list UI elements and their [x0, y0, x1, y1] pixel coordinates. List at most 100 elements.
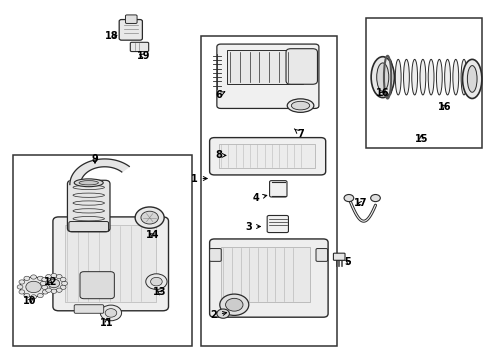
Ellipse shape — [376, 63, 388, 91]
Text: 4: 4 — [252, 193, 266, 203]
Circle shape — [26, 281, 41, 293]
Circle shape — [37, 276, 43, 281]
Text: 7: 7 — [294, 129, 303, 139]
FancyBboxPatch shape — [53, 217, 168, 311]
FancyBboxPatch shape — [333, 253, 344, 260]
Circle shape — [20, 277, 47, 297]
Circle shape — [48, 279, 60, 288]
Ellipse shape — [444, 59, 450, 95]
Text: 13: 13 — [152, 287, 166, 297]
Bar — [365, 19, 481, 148]
Circle shape — [60, 277, 66, 282]
FancyBboxPatch shape — [286, 49, 317, 84]
FancyBboxPatch shape — [269, 181, 287, 197]
Circle shape — [30, 275, 36, 279]
Circle shape — [24, 276, 30, 281]
Text: 16: 16 — [375, 88, 389, 98]
Circle shape — [219, 294, 248, 316]
Ellipse shape — [394, 59, 400, 95]
Text: 19: 19 — [136, 51, 150, 61]
Ellipse shape — [74, 179, 103, 187]
Ellipse shape — [462, 59, 481, 99]
Circle shape — [30, 295, 36, 299]
Circle shape — [37, 293, 43, 298]
Circle shape — [42, 277, 47, 282]
Circle shape — [19, 290, 25, 294]
Circle shape — [51, 289, 57, 293]
Circle shape — [216, 309, 229, 318]
Circle shape — [370, 195, 379, 202]
Ellipse shape — [287, 99, 313, 112]
Circle shape — [151, 277, 162, 286]
FancyBboxPatch shape — [119, 20, 142, 40]
FancyBboxPatch shape — [267, 216, 288, 232]
Polygon shape — [70, 159, 129, 185]
FancyBboxPatch shape — [209, 248, 221, 261]
Ellipse shape — [419, 59, 425, 95]
FancyBboxPatch shape — [67, 180, 110, 232]
Circle shape — [60, 285, 66, 290]
Text: 17: 17 — [353, 198, 367, 208]
Circle shape — [100, 305, 121, 321]
Ellipse shape — [386, 59, 392, 95]
Ellipse shape — [403, 59, 408, 95]
Text: 18: 18 — [105, 31, 119, 41]
Ellipse shape — [411, 59, 417, 95]
Ellipse shape — [467, 66, 476, 92]
Ellipse shape — [370, 57, 393, 97]
FancyBboxPatch shape — [227, 50, 303, 84]
FancyBboxPatch shape — [130, 42, 149, 51]
Circle shape — [19, 280, 25, 284]
Circle shape — [56, 288, 62, 292]
Circle shape — [146, 274, 166, 290]
Circle shape — [45, 275, 51, 279]
Text: 10: 10 — [23, 296, 36, 306]
Circle shape — [42, 280, 48, 284]
Circle shape — [343, 195, 353, 202]
Circle shape — [61, 281, 67, 286]
Ellipse shape — [436, 59, 441, 95]
Text: 2: 2 — [210, 310, 226, 321]
Circle shape — [225, 298, 242, 311]
Circle shape — [17, 285, 23, 289]
FancyBboxPatch shape — [209, 137, 325, 175]
Text: 15: 15 — [414, 134, 427, 144]
Circle shape — [43, 276, 64, 291]
Text: 8: 8 — [214, 150, 226, 160]
Text: 14: 14 — [146, 230, 159, 240]
Circle shape — [51, 273, 57, 278]
Text: 5: 5 — [344, 257, 350, 267]
FancyBboxPatch shape — [316, 248, 327, 261]
Text: 16: 16 — [437, 102, 451, 112]
Circle shape — [105, 309, 117, 317]
Ellipse shape — [291, 101, 309, 110]
Ellipse shape — [452, 59, 458, 95]
Ellipse shape — [427, 59, 433, 95]
Ellipse shape — [79, 181, 98, 185]
FancyBboxPatch shape — [220, 247, 310, 302]
Circle shape — [24, 293, 30, 298]
Bar — [201, 36, 336, 346]
FancyBboxPatch shape — [125, 15, 137, 24]
Bar — [13, 155, 191, 346]
FancyBboxPatch shape — [69, 222, 108, 231]
FancyBboxPatch shape — [219, 144, 315, 168]
Circle shape — [135, 207, 164, 228]
Circle shape — [56, 275, 62, 279]
Circle shape — [42, 290, 48, 294]
Circle shape — [141, 211, 158, 224]
Circle shape — [42, 285, 47, 290]
Text: 11: 11 — [100, 317, 114, 327]
Text: 6: 6 — [214, 90, 224, 100]
Ellipse shape — [460, 59, 466, 95]
Text: 1: 1 — [190, 174, 207, 183]
Text: 9: 9 — [91, 154, 98, 164]
FancyBboxPatch shape — [64, 225, 156, 302]
Text: 12: 12 — [44, 277, 57, 287]
Circle shape — [40, 281, 46, 286]
Circle shape — [44, 285, 50, 289]
FancyBboxPatch shape — [209, 239, 327, 317]
FancyBboxPatch shape — [80, 272, 114, 299]
FancyBboxPatch shape — [74, 305, 104, 313]
Text: 3: 3 — [245, 221, 260, 231]
